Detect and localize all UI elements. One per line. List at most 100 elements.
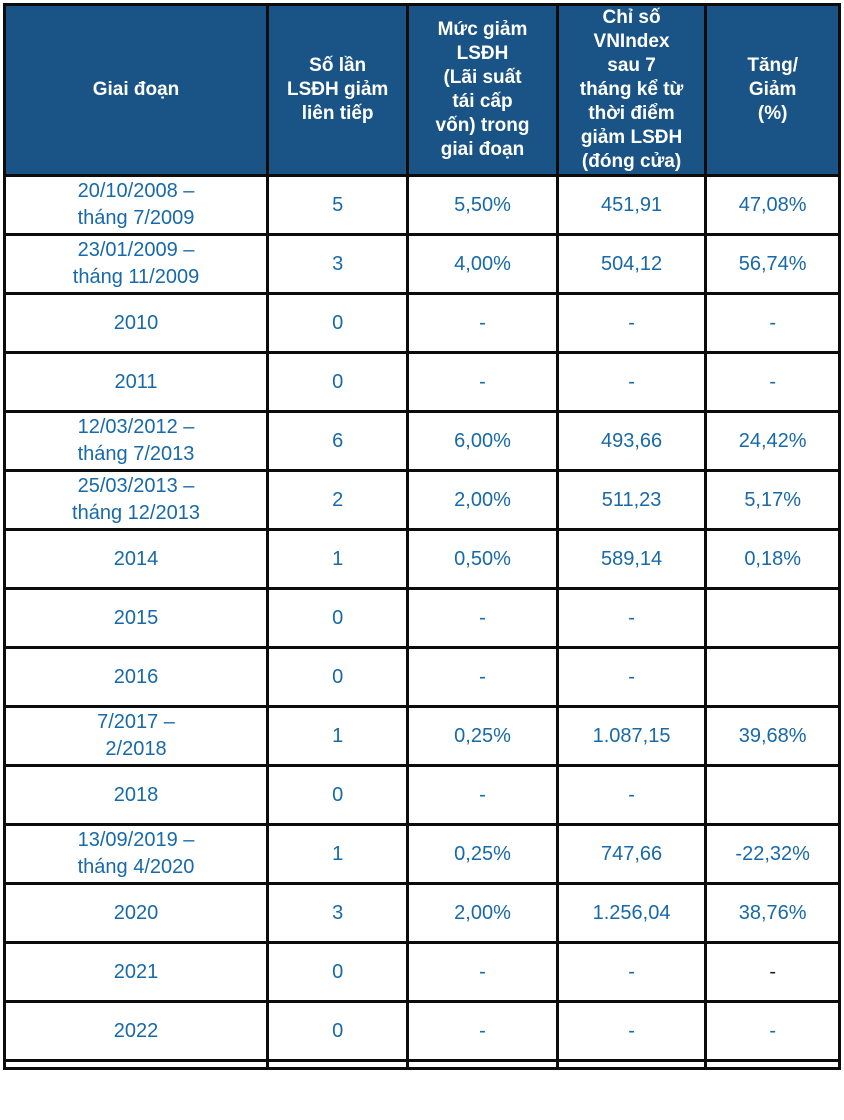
vnindex-cell: - bbox=[555, 646, 708, 708]
table-row: 2014 1 0,50% 589,14 0,18% bbox=[2, 528, 841, 590]
period-cell: 2022 bbox=[2, 1000, 270, 1062]
times-cell: 0 bbox=[266, 764, 410, 826]
table-row: 2016 0- - bbox=[2, 646, 841, 708]
vnindex-cell: 451,91 bbox=[555, 174, 708, 236]
times-cell: 0 bbox=[266, 646, 410, 708]
times-cell: 0 bbox=[266, 587, 410, 649]
table-row: 2021 0- - - bbox=[2, 941, 841, 1003]
partial-clipped-row bbox=[2, 1059, 841, 1070]
col-header-times: Số lần LSĐH giảm liên tiếp bbox=[266, 3, 410, 177]
change-cell: 47,08% bbox=[704, 174, 841, 236]
col-header-vnindex: Chỉ số VNIndex sau 7 tháng kể từ thời đi… bbox=[555, 3, 708, 177]
cut-cell: - bbox=[406, 1000, 559, 1062]
change-cell: 24,42% bbox=[704, 410, 841, 472]
times-cell: 5 bbox=[266, 174, 410, 236]
vnindex-cell: - bbox=[555, 587, 708, 649]
vnindex-cell: - bbox=[555, 292, 708, 354]
change-cell: 39,68% bbox=[704, 705, 841, 767]
cut-cell: 0,50% bbox=[406, 528, 559, 590]
table-row: 12/03/2012 – tháng 7/2013 6 6,00% 493,66 24,… bbox=[2, 410, 841, 472]
period-cell: 2018 bbox=[2, 764, 270, 826]
times-cell: 3 bbox=[266, 233, 410, 295]
vnindex-cell: - bbox=[555, 1000, 708, 1062]
vnindex-cell: 504,12 bbox=[555, 233, 708, 295]
period-cell: 20/10/2008 – tháng 7/2009 bbox=[2, 174, 270, 236]
change-cell: 38,76% bbox=[704, 882, 841, 944]
period-cell: 2015 bbox=[2, 587, 270, 649]
cut-cell: - bbox=[406, 351, 559, 413]
times-cell: 1 bbox=[266, 705, 410, 767]
times-cell: 0 bbox=[266, 351, 410, 413]
table-row: 20/10/2008 – tháng 7/2009 5 5,50% 451,91 47,… bbox=[2, 174, 841, 236]
change-cell bbox=[704, 764, 841, 826]
cut-cell: - bbox=[406, 941, 559, 1003]
vnindex-cell: 511,23 bbox=[555, 469, 708, 531]
change-cell: 0,18% bbox=[704, 528, 841, 590]
change-cell bbox=[704, 646, 841, 708]
change-cell: - bbox=[704, 1000, 841, 1062]
change-cell: 56,74% bbox=[704, 233, 841, 295]
vnindex-cell: 493,66 bbox=[555, 410, 708, 472]
partial-cell bbox=[2, 1059, 270, 1070]
change-cell: - bbox=[704, 292, 841, 354]
period-cell: 2016 bbox=[2, 646, 270, 708]
vnindex-cell: - bbox=[555, 941, 708, 1003]
times-cell: 3 bbox=[266, 882, 410, 944]
period-cell: 13/09/2019 – tháng 4/2020 bbox=[2, 823, 270, 885]
cut-cell: 5,50% bbox=[406, 174, 559, 236]
change-cell bbox=[704, 587, 841, 649]
period-cell: 2011 bbox=[2, 351, 270, 413]
col-header-cut: Mức giảm LSĐH (Lãi suất tái cấp vốn) tro… bbox=[406, 3, 559, 177]
table-row: 2011 0- - - bbox=[2, 351, 841, 413]
vnindex-cell: - bbox=[555, 351, 708, 413]
times-cell: 6 bbox=[266, 410, 410, 472]
vnindex-cell: 1.256,04 bbox=[555, 882, 708, 944]
cut-cell: - bbox=[406, 292, 559, 354]
change-cell: - bbox=[704, 351, 841, 413]
table-row: 2015 0- - bbox=[2, 587, 841, 649]
table-row: 13/09/2019 – tháng 4/2020 1 0,25% 747,66 -22… bbox=[2, 823, 841, 885]
table-row: 2022 0- - - bbox=[2, 1000, 841, 1062]
vnindex-cell: - bbox=[555, 764, 708, 826]
table-row: 25/03/2013 – tháng 12/2013 2 2,00% 511,23 5,… bbox=[2, 469, 841, 531]
rate-cut-vnindex-table: Giai đoạn Số lần LSĐH giảm liên tiếp Mức… bbox=[2, 3, 841, 1070]
cut-cell: - bbox=[406, 646, 559, 708]
times-cell: 0 bbox=[266, 941, 410, 1003]
partial-cell bbox=[406, 1059, 559, 1070]
change-cell: -22,32% bbox=[704, 823, 841, 885]
cut-cell: 4,00% bbox=[406, 233, 559, 295]
period-cell: 23/01/2009 – tháng 11/2009 bbox=[2, 233, 270, 295]
vnindex-cell: 589,14 bbox=[555, 528, 708, 590]
table-row: 7/2017 – 2/2018 1 0,25% 1.087,15 39,68% bbox=[2, 705, 841, 767]
vnindex-cell: 1.087,15 bbox=[555, 705, 708, 767]
table-row: 23/01/2009 – tháng 11/2009 3 4,00% 504,12 56… bbox=[2, 233, 841, 295]
times-cell: 1 bbox=[266, 823, 410, 885]
table-body: 20/10/2008 – tháng 7/2009 5 5,50% 451,91 47,… bbox=[2, 174, 841, 1070]
cut-cell: - bbox=[406, 587, 559, 649]
table-row: 2018 0- - bbox=[2, 764, 841, 826]
times-cell: 0 bbox=[266, 292, 410, 354]
period-cell: 12/03/2012 – tháng 7/2013 bbox=[2, 410, 270, 472]
period-cell: 25/03/2013 – tháng 12/2013 bbox=[2, 469, 270, 531]
period-cell: 2014 bbox=[2, 528, 270, 590]
times-cell: 1 bbox=[266, 528, 410, 590]
times-cell: 0 bbox=[266, 1000, 410, 1062]
col-header-period: Giai đoạn bbox=[2, 3, 270, 177]
change-cell: 5,17% bbox=[704, 469, 841, 531]
times-cell: 2 bbox=[266, 469, 410, 531]
table-row: 2010 0- - - bbox=[2, 292, 841, 354]
change-cell: - bbox=[704, 941, 841, 1003]
period-cell: 2010 bbox=[2, 292, 270, 354]
partial-cell bbox=[266, 1059, 410, 1070]
cut-cell: 0,25% bbox=[406, 705, 559, 767]
table-row: 2020 3 2,00% 1.256,04 38,76% bbox=[2, 882, 841, 944]
cut-cell: 2,00% bbox=[406, 469, 559, 531]
cut-cell: 0,25% bbox=[406, 823, 559, 885]
cut-cell: - bbox=[406, 764, 559, 826]
period-cell: 2020 bbox=[2, 882, 270, 944]
header-row: Giai đoạn Số lần LSĐH giảm liên tiếp Mức… bbox=[2, 3, 841, 177]
period-cell: 7/2017 – 2/2018 bbox=[2, 705, 270, 767]
partial-cell bbox=[704, 1059, 841, 1070]
col-header-change: Tăng/ Giảm (%) bbox=[704, 3, 841, 177]
